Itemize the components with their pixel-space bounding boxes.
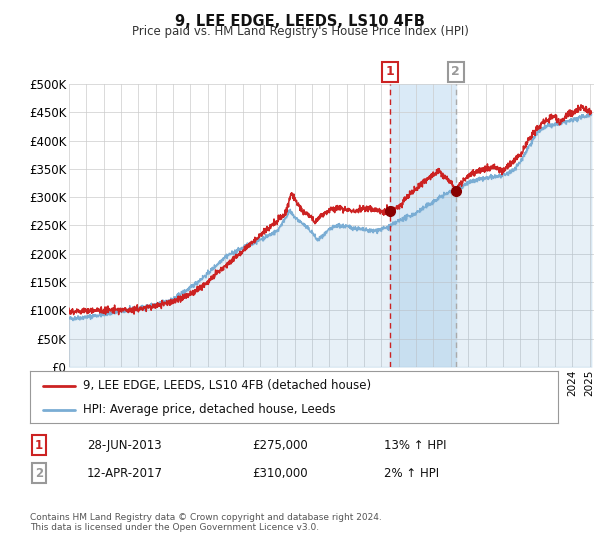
Text: £310,000: £310,000 — [252, 466, 308, 480]
Text: 9, LEE EDGE, LEEDS, LS10 4FB: 9, LEE EDGE, LEEDS, LS10 4FB — [175, 14, 425, 29]
Text: Price paid vs. HM Land Registry's House Price Index (HPI): Price paid vs. HM Land Registry's House … — [131, 25, 469, 38]
Text: 1: 1 — [386, 66, 394, 78]
Text: HPI: Average price, detached house, Leeds: HPI: Average price, detached house, Leed… — [83, 403, 335, 417]
Text: Contains HM Land Registry data © Crown copyright and database right 2024.: Contains HM Land Registry data © Crown c… — [30, 513, 382, 522]
Text: £275,000: £275,000 — [252, 438, 308, 452]
Text: 13% ↑ HPI: 13% ↑ HPI — [384, 438, 446, 452]
Text: 2: 2 — [35, 466, 43, 480]
Text: 12-APR-2017: 12-APR-2017 — [87, 466, 163, 480]
Text: 1: 1 — [35, 438, 43, 452]
Text: 2: 2 — [451, 66, 460, 78]
Text: This data is licensed under the Open Government Licence v3.0.: This data is licensed under the Open Gov… — [30, 523, 319, 532]
Text: 9, LEE EDGE, LEEDS, LS10 4FB (detached house): 9, LEE EDGE, LEEDS, LS10 4FB (detached h… — [83, 379, 371, 392]
Bar — [390, 84, 455, 367]
Text: 2% ↑ HPI: 2% ↑ HPI — [384, 466, 439, 480]
Text: 28-JUN-2013: 28-JUN-2013 — [87, 438, 161, 452]
